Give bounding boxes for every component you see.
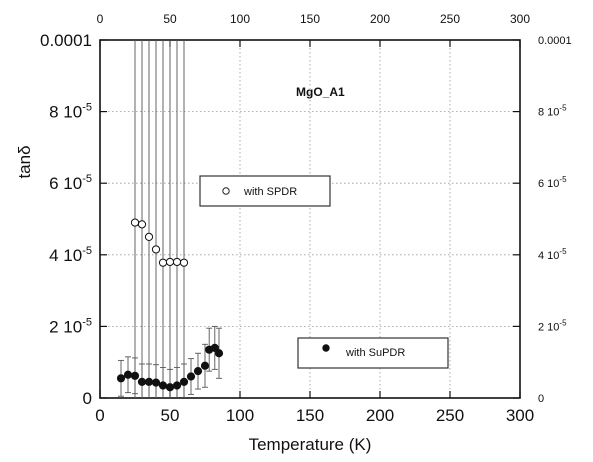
data-point-spdr <box>165 257 175 267</box>
x-tick-label-top: 150 <box>300 12 320 26</box>
data-point-spdr <box>144 232 154 241</box>
data-point-supdr <box>116 374 126 383</box>
y-tick-label-right: 4 10-5 <box>538 247 567 262</box>
x-tick-label: 200 <box>366 406 394 425</box>
data-point-supdr <box>193 367 203 376</box>
data-point-spdr <box>151 245 161 254</box>
y-tick-label: 0 <box>83 389 92 408</box>
y-tick-label-right: 0.0001 <box>538 35 572 47</box>
x-tick-label-top: 200 <box>370 12 390 26</box>
x-tick-label: 50 <box>161 406 180 425</box>
x-tick-label: 150 <box>296 406 324 425</box>
x-tick-label-top: 100 <box>230 12 250 26</box>
y-tick-label: 0.0001 <box>40 31 92 50</box>
data-point-supdr <box>214 349 224 358</box>
error-bars <box>118 40 222 398</box>
x-tick-label: 0 <box>95 406 104 425</box>
data-point-supdr <box>144 377 154 386</box>
legend-spdr: with SPDR <box>199 175 331 207</box>
legend-box-spdr <box>199 175 331 207</box>
data-point-supdr <box>151 378 161 387</box>
axis-ticks: 0 50 100 150 200 250 300 0 50 100 150 200 250 300 0 2 1… <box>40 12 572 425</box>
data-point-spdr <box>179 258 189 267</box>
y-tick-label: 8 10-5 <box>49 102 92 122</box>
y-tick-label-right: 0 <box>538 393 544 405</box>
x-tick-label-top: 50 <box>163 12 177 26</box>
x-tick-label: 100 <box>226 406 254 425</box>
data-point-supdr <box>186 372 196 381</box>
y-tick-label-right: 8 10-5 <box>538 104 567 119</box>
data-point-spdr <box>172 257 182 267</box>
data-point-spdr <box>130 218 140 227</box>
y-tick-label-right: 2 10-5 <box>538 318 567 333</box>
data-point-supdr <box>123 370 133 379</box>
legend-marker-open-circle <box>222 187 230 195</box>
x-tick-label-top: 300 <box>510 12 530 26</box>
y-tick-label: 6 10-5 <box>49 173 92 193</box>
data-point-supdr <box>172 381 182 390</box>
legend-label-spdr: with SPDR <box>243 186 297 198</box>
data-point-supdr <box>179 377 189 386</box>
y-tick-label-right: 6 10-5 <box>538 175 567 190</box>
legend-supdr: with SuPDR <box>297 337 449 369</box>
x-tick-label: 250 <box>436 406 464 425</box>
x-tick-label-top: 250 <box>440 12 460 26</box>
data-points <box>116 218 224 392</box>
y-tick-label: 2 10-5 <box>49 316 92 336</box>
data-point-supdr <box>158 381 168 390</box>
x-tick-label: 300 <box>506 406 534 425</box>
data-point-supdr <box>130 371 140 380</box>
legend-label-supdr: with SuPDR <box>345 347 405 359</box>
y-tick-label: 4 10-5 <box>49 245 92 265</box>
x-axis-title: Temperature (K) <box>249 435 372 454</box>
data-point-supdr <box>200 361 210 370</box>
chart-annotation: MgO_A1 <box>296 85 345 99</box>
legend-box-supdr <box>297 337 449 369</box>
data-point-spdr <box>137 220 147 229</box>
data-point-supdr <box>210 343 219 352</box>
data-point-supdr <box>137 377 147 386</box>
y-axis-title: tanδ <box>15 145 34 178</box>
data-point-supdr <box>165 383 175 392</box>
x-tick-label-top: 0 <box>97 12 104 26</box>
data-point-spdr <box>158 258 168 267</box>
legend-marker-filled-circle <box>322 344 330 352</box>
